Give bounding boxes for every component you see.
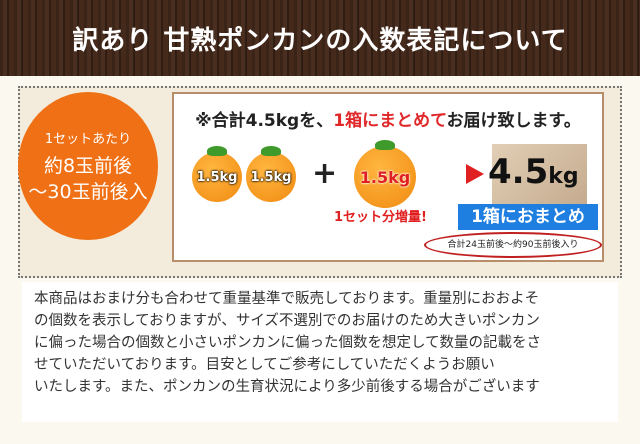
summary-lead: ※合計4.5kgを、1箱にまとめてお届け致します。 — [174, 106, 602, 131]
arrow-right-icon — [466, 164, 484, 184]
badge-line3: 〜30玉前後入 — [28, 180, 148, 203]
description-line: に偏った場合の個数と小さいポンカンに偏った個数を想定して数量の記載をさ — [34, 335, 542, 351]
bonus-label: 1セット分増量! — [334, 210, 427, 225]
cardboard-box-icon — [492, 144, 587, 214]
orange-icon: 1.5kg — [192, 146, 242, 202]
combined-label: 1箱におまとめ — [458, 204, 598, 230]
lead-highlight: 1箱にまとめて — [333, 111, 447, 131]
header-banner: 訳あり 甘熟ポンカンの入数表記について — [0, 0, 640, 76]
bonus-orange-icon: 1.5kg — [354, 140, 416, 208]
orange-icon: 1.5kg — [246, 146, 296, 202]
lead-suffix: お届け致します。 — [446, 111, 581, 131]
lead-prefix: ※合計4.5kgを、 — [195, 111, 334, 131]
count-note: 合計24玉前後〜約90玉前後入り — [424, 232, 602, 258]
total-unit: kg — [548, 164, 579, 189]
description-line: の個数を表示しておりますが、サイズ不選別でのお届けのため大きいポンカン — [34, 313, 540, 329]
per-set-badge: 1セットあたり 約8玉前後 〜30玉前後入 — [18, 92, 158, 240]
badge-line2: 約8玉前後 — [43, 154, 133, 177]
description-line: せていただいております。目安としてご参考にしていただくようお願い — [34, 357, 495, 373]
total-value: 4.5 — [488, 152, 549, 192]
badge-line1: 1セットあたり — [44, 131, 132, 147]
plus-sign: + — [312, 156, 338, 191]
description-line: いたします。また、ポンカンの生育状況により多少前後する場合がございます — [34, 379, 540, 395]
description-line: 本商品はおまけ分も合わせて重量基準で販売しております。重量別におおよそ — [34, 291, 540, 307]
summary-box: ※合計4.5kgを、1箱にまとめてお届け致します。 1.5kg 1.5kg + … — [172, 92, 604, 262]
total-weight: 4.5kg — [488, 152, 579, 192]
description: 本商品はおまけ分も合わせて重量基準で販売しております。重量別におおよそ の個数を… — [22, 282, 618, 422]
page-title: 訳あり 甘熟ポンカンの入数表記について — [72, 25, 568, 56]
